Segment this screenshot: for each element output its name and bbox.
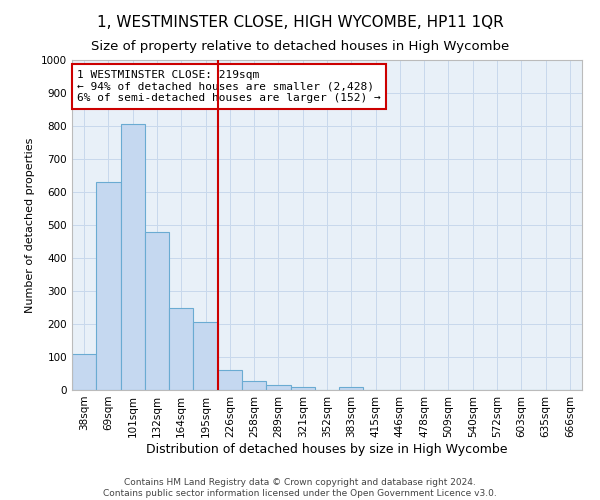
Bar <box>290 386 315 390</box>
Text: Contains HM Land Registry data © Crown copyright and database right 2024.
Contai: Contains HM Land Registry data © Crown c… <box>103 478 497 498</box>
Bar <box>266 385 290 390</box>
Text: Size of property relative to detached houses in High Wycombe: Size of property relative to detached ho… <box>91 40 509 53</box>
Text: 1 WESTMINSTER CLOSE: 219sqm
← 94% of detached houses are smaller (2,428)
6% of s: 1 WESTMINSTER CLOSE: 219sqm ← 94% of det… <box>77 70 381 103</box>
Text: 1, WESTMINSTER CLOSE, HIGH WYCOMBE, HP11 1QR: 1, WESTMINSTER CLOSE, HIGH WYCOMBE, HP11… <box>97 15 503 30</box>
Bar <box>72 354 96 390</box>
X-axis label: Distribution of detached houses by size in High Wycombe: Distribution of detached houses by size … <box>146 442 508 456</box>
Bar <box>218 370 242 390</box>
Bar <box>121 124 145 390</box>
Bar <box>96 182 121 390</box>
Bar <box>145 232 169 390</box>
Bar <box>193 322 218 390</box>
Bar <box>169 308 193 390</box>
Y-axis label: Number of detached properties: Number of detached properties <box>25 138 35 312</box>
Bar <box>242 381 266 390</box>
Bar <box>339 386 364 390</box>
